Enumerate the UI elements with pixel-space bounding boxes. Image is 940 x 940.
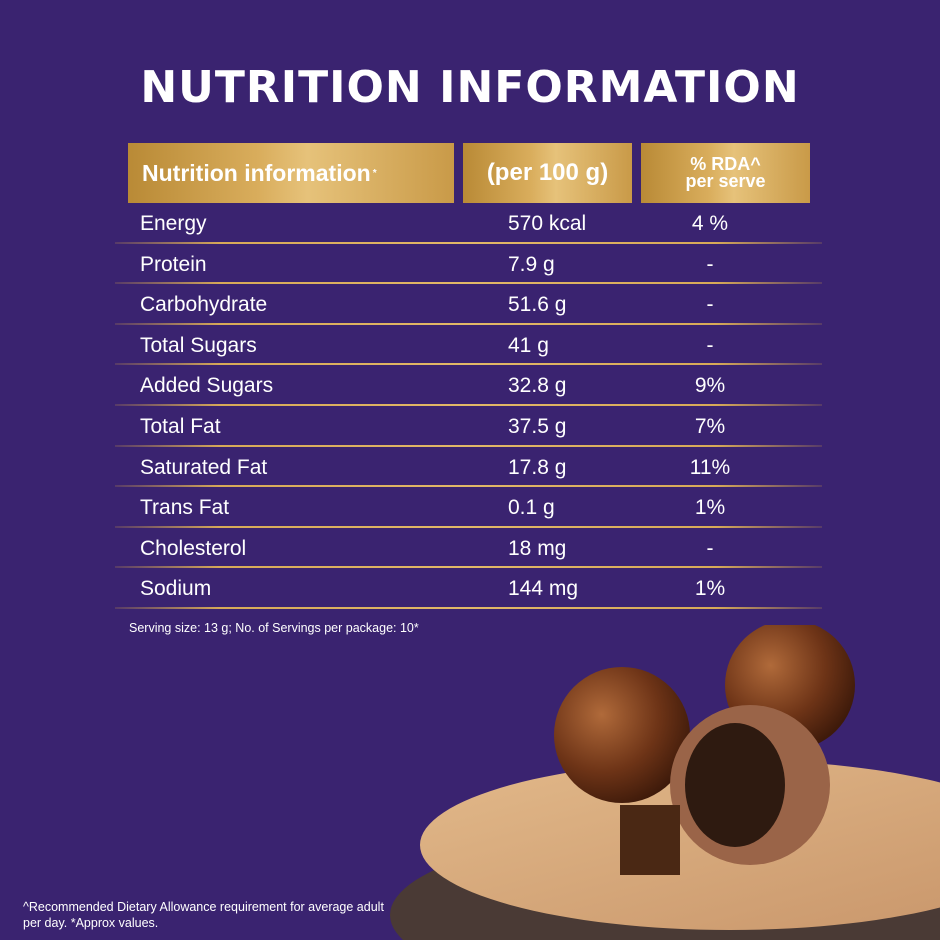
table-row: Trans Fat 0.1 g 1% — [115, 487, 822, 528]
table-row: Carbohydrate 51.6 g - — [115, 284, 822, 325]
nutrient-name: Total Fat — [140, 414, 221, 438]
footnote: ^Recommended Dietary Allowance requireme… — [23, 900, 384, 930]
per100g-value: 144 mg — [508, 577, 579, 601]
nutrient-name: Trans Fat — [140, 496, 230, 520]
asterisk-mark: * — [372, 167, 377, 179]
rda-value: - — [706, 333, 714, 357]
table-row: Sodium 144 mg 1% — [115, 568, 822, 609]
table-row: Protein 7.9 g - — [115, 244, 822, 285]
nutrient-name: Sodium — [140, 577, 212, 601]
nutrient-name: Total Sugars — [140, 333, 257, 357]
header-nutrient: Nutrition information * — [128, 143, 454, 203]
per100g-value: 0.1 g — [508, 496, 555, 520]
rda-value: - — [706, 293, 714, 317]
table-row: Total Fat 37.5 g 7% — [115, 406, 822, 447]
header-rda-line2: per serve — [685, 171, 766, 191]
per100g-value: 17.8 g — [508, 455, 567, 479]
table-row: Cholesterol 18 mg - — [115, 528, 822, 569]
page-title: NUTRITION INFORMATION — [140, 62, 800, 113]
header-rda: % RDA^ per serve — [641, 143, 810, 203]
nutrient-name: Energy — [140, 212, 207, 235]
per100g-value: 51.6 g — [508, 293, 567, 317]
per100g-value: 37.5 g — [508, 414, 567, 438]
nutrient-name: Saturated Fat — [140, 455, 268, 479]
nutrition-table: Energy 570 kcal 4 % Protein 7.9 g - Carbohyd… — [115, 203, 822, 609]
rda-value: 9% — [694, 374, 726, 398]
table-row: Energy 570 kcal 4 % — [115, 203, 822, 244]
table-row: Saturated Fat 17.8 g 11% — [115, 447, 822, 488]
serving-note: Serving size: 13 g; No. of Servings per … — [129, 621, 419, 635]
per100g-value: 41 g — [508, 333, 549, 357]
table-row: Added Sugars 32.8 g 9% — [115, 365, 822, 406]
header-nutrient-label: Nutrition information — [142, 159, 371, 186]
per100g-value: 18 mg — [508, 536, 567, 560]
rda-value: 7% — [694, 414, 726, 438]
chocolate-photo — [390, 625, 940, 940]
per100g-value: 7.9 g — [508, 252, 555, 276]
rda-value: 4 % — [691, 212, 729, 235]
rda-value: 1% — [694, 496, 726, 520]
header-per100g: (per 100 g) — [463, 143, 632, 203]
rda-value: - — [706, 252, 714, 276]
per100g-value: 32.8 g — [508, 374, 567, 398]
header-rda-line1: % RDA^ — [690, 154, 761, 174]
nutrient-name: Added Sugars — [140, 374, 274, 398]
per100g-value: 570 kcal — [508, 212, 587, 235]
rda-value: - — [706, 536, 714, 560]
rda-value: 1% — [694, 577, 726, 601]
nutrient-name: Protein — [140, 252, 207, 276]
nutrient-name: Cholesterol — [140, 536, 247, 560]
nutrient-name: Carbohydrate — [140, 293, 268, 317]
rda-value: 11% — [689, 455, 731, 479]
table-row: Total Sugars 41 g - — [115, 325, 822, 366]
